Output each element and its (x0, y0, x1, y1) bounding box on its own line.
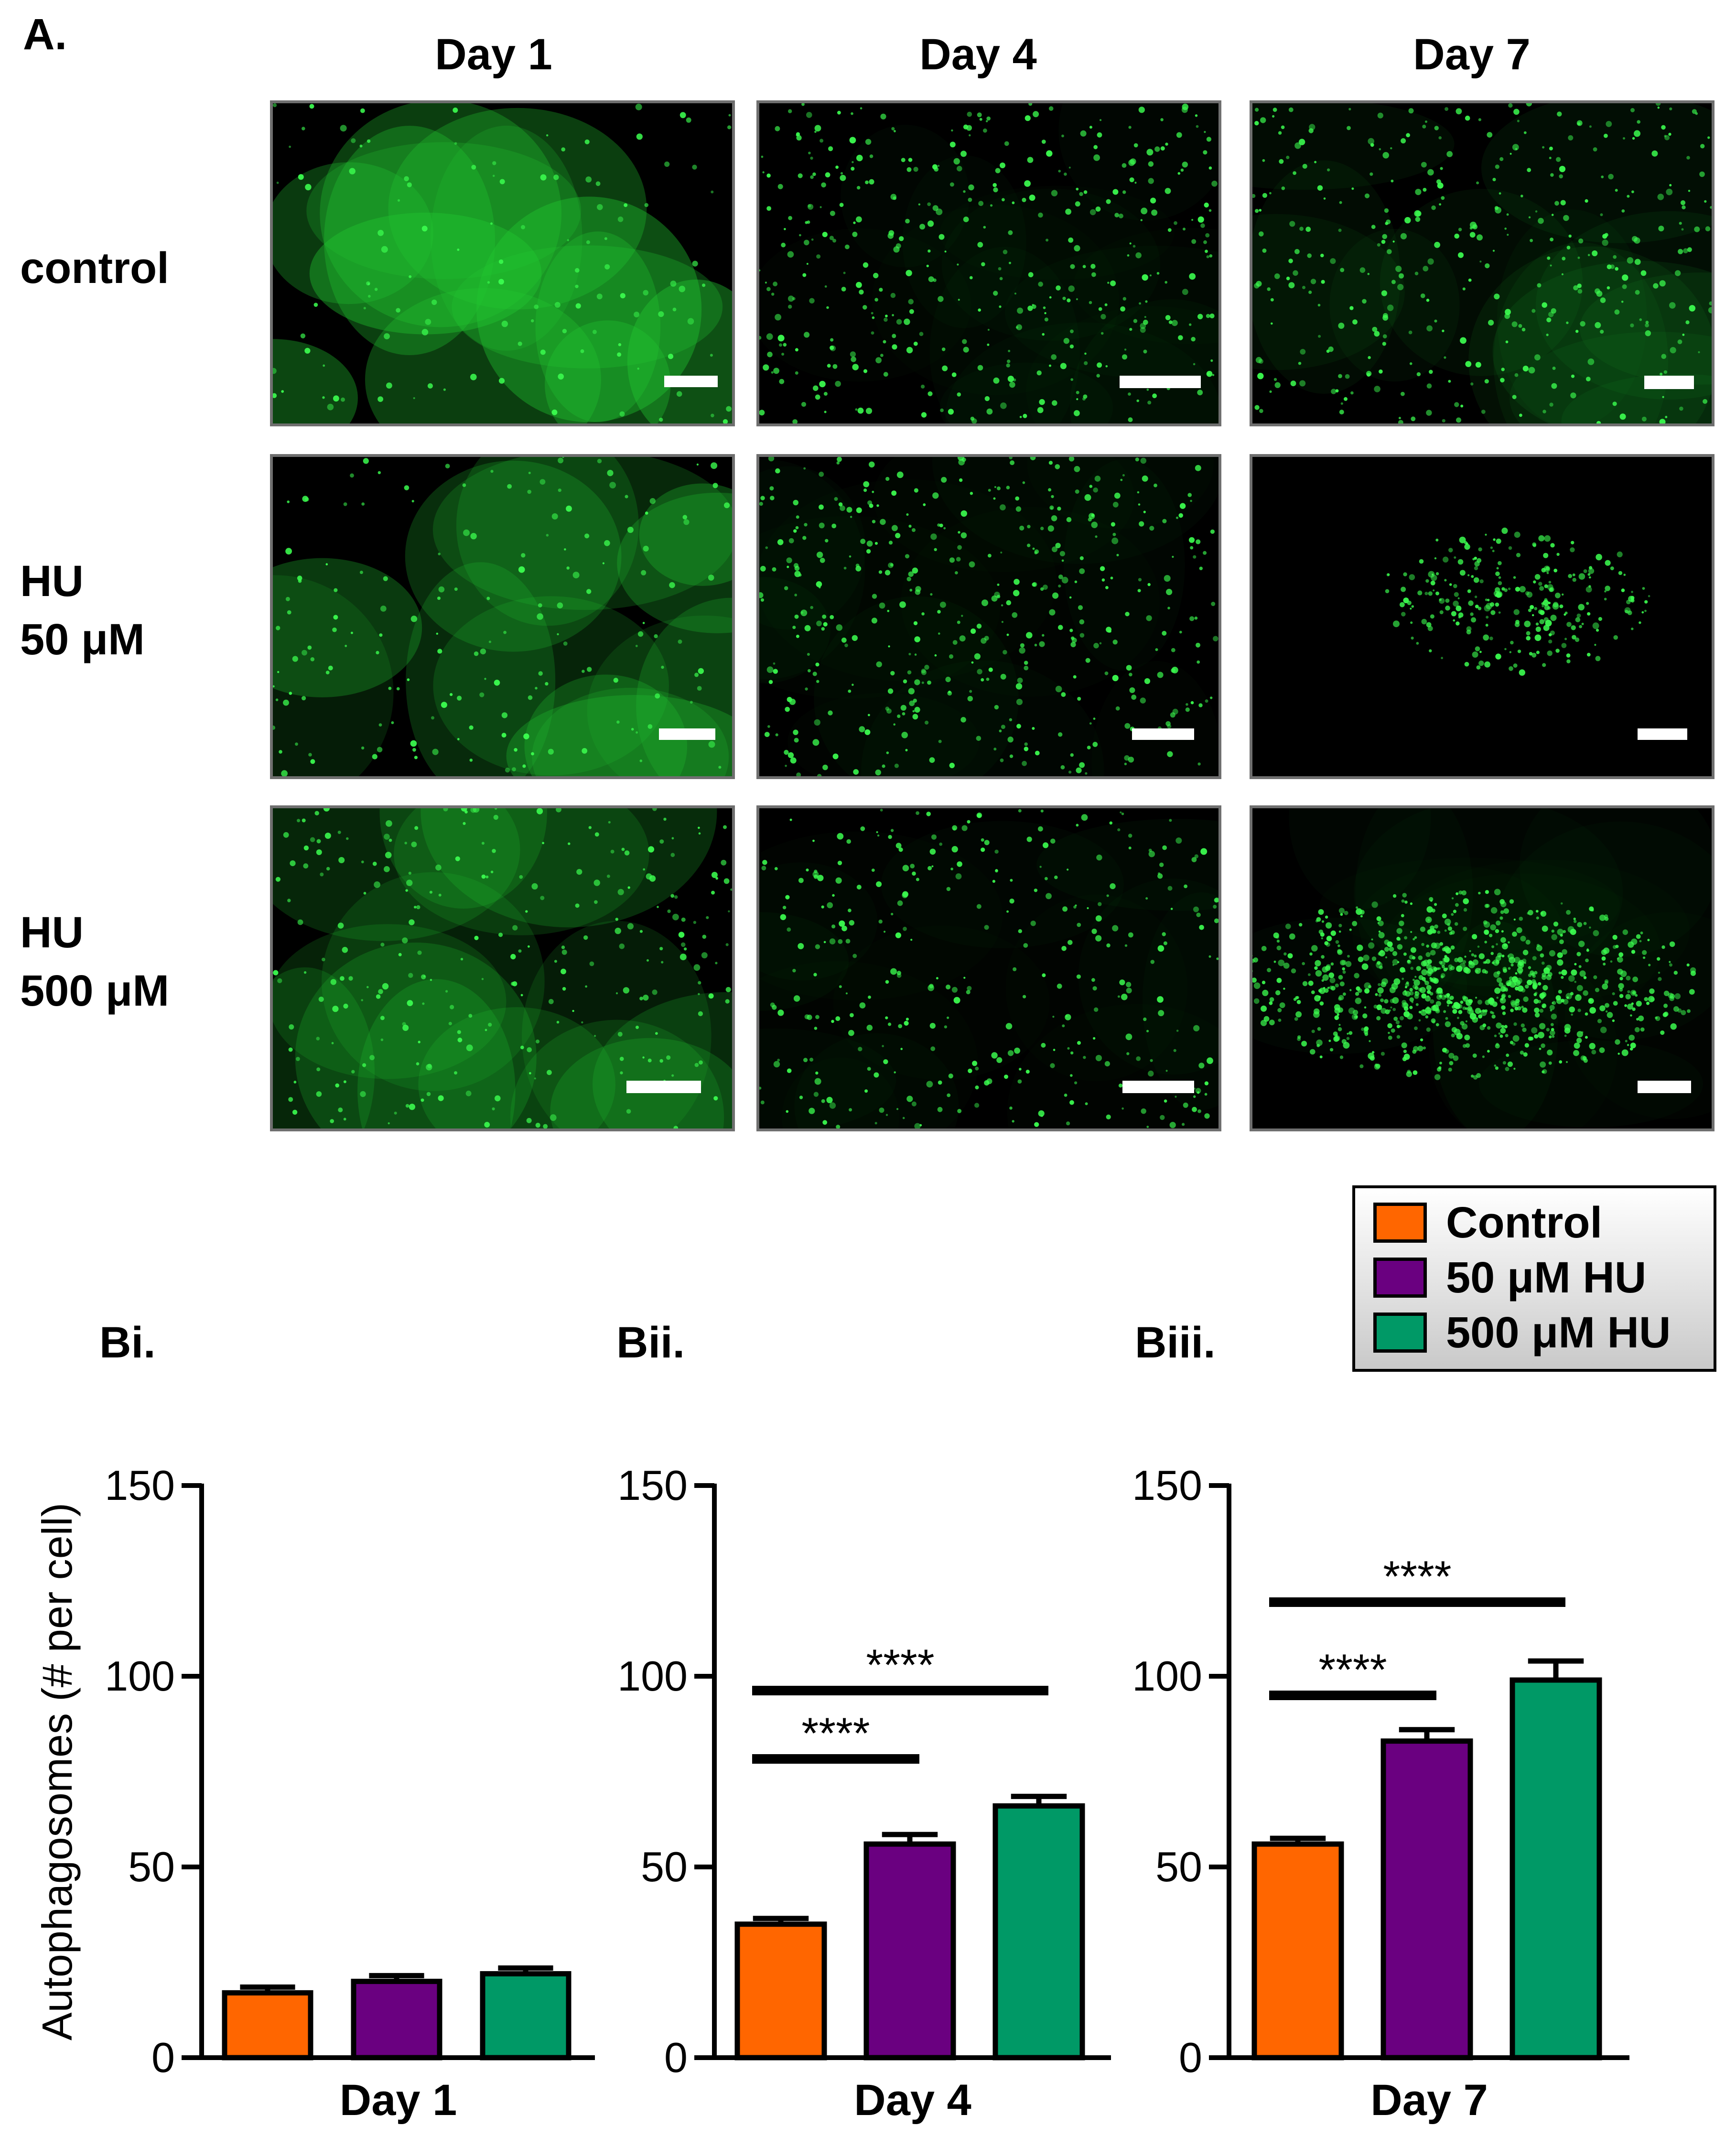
row-label-control: control (20, 239, 169, 297)
row-label-hu-50: HU 50 μM (20, 552, 145, 669)
scale-bar (659, 728, 715, 740)
scale-bar (1132, 728, 1194, 740)
x-axis-label: Day 4 (854, 2076, 971, 2125)
row-label-hu-500-line-2: 500 μM (20, 966, 169, 1015)
y-tick-label: 100 (1132, 1652, 1202, 1700)
legend-swatch-control (1373, 1203, 1427, 1243)
y-tick-label: 100 (105, 1652, 175, 1700)
legend-item-control: Control (1373, 1199, 1708, 1247)
y-tick-label: 0 (1179, 2034, 1202, 2081)
row-label-control-line-1: control (20, 244, 169, 293)
y-tick-label: 50 (641, 1843, 688, 1890)
micrograph-control-day-1 (270, 100, 735, 426)
legend-label-500um-hu: 500 μM HU (1446, 1308, 1671, 1357)
bar (734, 1921, 827, 2061)
micrograph-hu500-day-4 (756, 805, 1221, 1131)
bar (351, 1978, 442, 2061)
chart-panel-label: Bii. (616, 1318, 685, 1367)
scale-bar (1122, 1081, 1194, 1093)
x-axis-label: Day 7 (1370, 2076, 1488, 2125)
column-header-day-1: Day 1 (435, 30, 552, 79)
scale-bar (1120, 376, 1201, 388)
micrograph-hu50-day-4 (756, 454, 1221, 779)
row-label-hu-500-line-1: HU (20, 908, 84, 957)
legend-item-50um-hu: 50 μM HU (1373, 1254, 1708, 1302)
micrograph-hu500-day-7 (1250, 805, 1714, 1131)
bar (480, 1971, 571, 2061)
legend-label-control: Control (1446, 1198, 1603, 1247)
scale-bar (1644, 376, 1694, 389)
y-tick-label: 0 (151, 2034, 175, 2081)
y-tick-label: 0 (664, 2034, 688, 2081)
column-header-day-7: Day 7 (1413, 30, 1531, 79)
legend: Control 50 μM HU 500 μM HU (1352, 1185, 1716, 1372)
scale-bar (1638, 1081, 1691, 1093)
y-tick-label: 50 (1155, 1843, 1202, 1890)
legend-swatch-500um-hu (1373, 1313, 1427, 1353)
row-label-hu-50-line-2: 50 μM (20, 615, 145, 664)
scale-bar (664, 376, 718, 387)
y-tick-label: 50 (128, 1843, 175, 1890)
row-label-hu-500: HU 500 μM (20, 903, 169, 1020)
bar (222, 1990, 313, 2061)
legend-swatch-50um-hu (1373, 1258, 1427, 1298)
micrograph-hu50-day-7 (1250, 454, 1714, 779)
bar (863, 1841, 956, 2061)
significance-label: **** (866, 1641, 934, 1690)
significance-label: **** (1318, 1646, 1387, 1694)
y-tick-label: 150 (1132, 1462, 1202, 1509)
column-header-day-4: Day 4 (919, 30, 1037, 79)
panel-a-label: A. (23, 10, 67, 59)
row-label-hu-50-line-1: HU (20, 557, 84, 606)
bar (1510, 1677, 1602, 2061)
scale-bar (626, 1081, 701, 1093)
micrograph-hu500-day-1 (270, 805, 735, 1131)
micrograph-control-day-7 (1250, 100, 1714, 426)
significance-label: **** (1383, 1552, 1451, 1601)
bar (1251, 1841, 1344, 2061)
y-tick-label: 150 (105, 1462, 175, 1509)
significance-label: **** (801, 1709, 870, 1758)
scale-bar (1638, 728, 1687, 740)
x-axis-label: Day 1 (340, 2076, 457, 2125)
y-tick-label: 150 (617, 1462, 688, 1509)
legend-label-50um-hu: 50 μM HU (1446, 1253, 1647, 1302)
y-axis-label: Autophagosomes (# per cell) (33, 1503, 81, 2040)
chart-panel-label: Bi. (99, 1318, 156, 1367)
legend-item-500um-hu: 500 μM HU (1373, 1309, 1708, 1356)
micrograph-control-day-4 (756, 100, 1221, 426)
y-tick-label: 100 (617, 1652, 688, 1700)
chart-panel-label: Biii. (1135, 1318, 1216, 1367)
bar (992, 1803, 1085, 2061)
micrograph-hu50-day-1 (270, 454, 735, 779)
bar (1380, 1738, 1473, 2061)
